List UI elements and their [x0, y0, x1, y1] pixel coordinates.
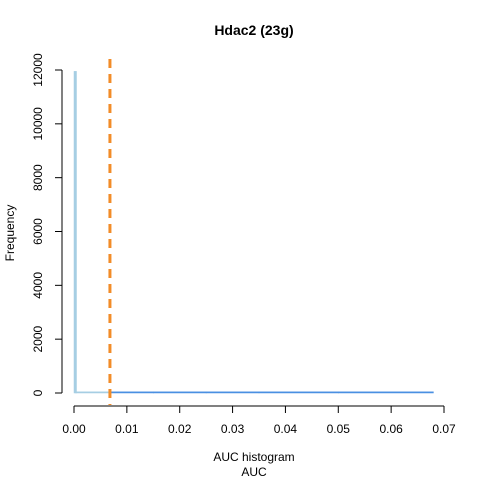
histogram-bar	[109, 391, 154, 394]
x-tick-label: 0.03	[221, 422, 245, 436]
histogram-bar	[73, 71, 77, 394]
x-axis-subtitle: AUC	[241, 465, 267, 479]
x-axis-title: AUC histogram	[213, 450, 294, 464]
y-tick-label: 4000	[31, 272, 45, 299]
x-tick-label: 0.06	[379, 422, 403, 436]
y-tick-label: 10000	[31, 107, 45, 141]
histogram-bars	[73, 71, 434, 394]
x-tick-label: 0.02	[168, 422, 192, 436]
histogram-bar	[258, 391, 339, 394]
x-tick-label: 0.01	[115, 422, 139, 436]
y-tick-label: 2000	[31, 325, 45, 352]
y-tick-label: 8000	[31, 164, 45, 191]
y-axis-title: Frequency	[3, 205, 17, 262]
histogram-bar	[205, 391, 260, 394]
y-tick-label: 6000	[31, 218, 45, 245]
x-tick-label: 0.07	[432, 422, 456, 436]
y-tick-label: 12000	[31, 53, 45, 87]
x-tick-label: 0.05	[327, 422, 351, 436]
y-axis: 0 2000 4000 6000 8000 10000 12000	[31, 53, 63, 396]
x-tick-label: 0.00	[62, 422, 86, 436]
histogram-bar	[75, 391, 111, 394]
x-tick-label: 0.04	[274, 422, 298, 436]
y-tick-label: 0	[31, 389, 45, 396]
histogram-bar	[153, 391, 207, 394]
x-axis: 0.00 0.01 0.02 0.03 0.04 0.05 0.06 0.07	[62, 405, 456, 436]
histogram-bar	[338, 391, 434, 394]
chart-title: Hdac2 (23g)	[214, 22, 293, 38]
